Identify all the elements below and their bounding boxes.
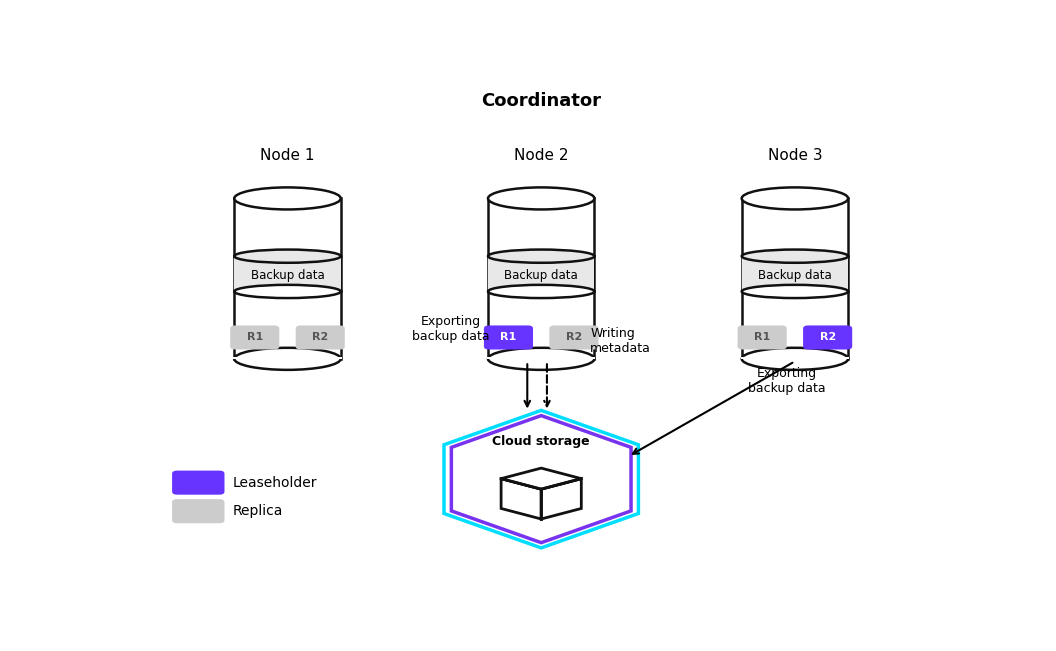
Ellipse shape: [488, 285, 595, 298]
Polygon shape: [542, 478, 581, 519]
FancyBboxPatch shape: [230, 326, 279, 350]
Text: Backup data: Backup data: [758, 269, 832, 282]
Ellipse shape: [234, 348, 341, 370]
Text: Backup data: Backup data: [505, 269, 578, 282]
Ellipse shape: [488, 187, 595, 210]
Ellipse shape: [488, 249, 595, 263]
Text: Exporting
backup data: Exporting backup data: [748, 367, 826, 395]
Polygon shape: [444, 410, 639, 548]
Polygon shape: [502, 478, 542, 519]
Text: R2: R2: [566, 333, 582, 342]
Text: R1: R1: [247, 333, 263, 342]
Ellipse shape: [741, 187, 848, 210]
Polygon shape: [451, 415, 631, 543]
Text: Leaseholder: Leaseholder: [232, 476, 317, 490]
Text: R1: R1: [754, 333, 770, 342]
Text: R2: R2: [313, 333, 328, 342]
Text: Writing
metadata: Writing metadata: [590, 327, 652, 355]
Ellipse shape: [741, 348, 848, 370]
Text: Exporting
backup data: Exporting backup data: [412, 314, 490, 343]
Bar: [234, 256, 341, 292]
Text: Backup data: Backup data: [250, 269, 324, 282]
Ellipse shape: [234, 249, 341, 263]
Text: Cloud storage: Cloud storage: [492, 435, 590, 448]
Ellipse shape: [741, 249, 848, 263]
Bar: [741, 199, 848, 359]
Text: R2: R2: [819, 333, 835, 342]
FancyBboxPatch shape: [172, 471, 225, 495]
Bar: [488, 199, 595, 359]
Bar: [488, 256, 595, 292]
Ellipse shape: [234, 285, 341, 298]
FancyBboxPatch shape: [172, 499, 225, 523]
Bar: [741, 256, 848, 292]
FancyBboxPatch shape: [296, 326, 344, 350]
FancyBboxPatch shape: [804, 326, 852, 350]
Ellipse shape: [488, 348, 595, 370]
Text: Node 1: Node 1: [260, 148, 315, 163]
Polygon shape: [502, 468, 581, 489]
FancyBboxPatch shape: [549, 326, 599, 350]
Bar: [234, 199, 341, 359]
Text: R1: R1: [501, 333, 516, 342]
Text: Node 3: Node 3: [768, 148, 823, 163]
Text: Node 2: Node 2: [514, 148, 568, 163]
FancyBboxPatch shape: [737, 326, 787, 350]
Text: Coordinator: Coordinator: [482, 92, 601, 109]
FancyBboxPatch shape: [484, 326, 533, 350]
Ellipse shape: [234, 187, 341, 210]
Text: Replica: Replica: [232, 505, 283, 518]
Ellipse shape: [741, 285, 848, 298]
